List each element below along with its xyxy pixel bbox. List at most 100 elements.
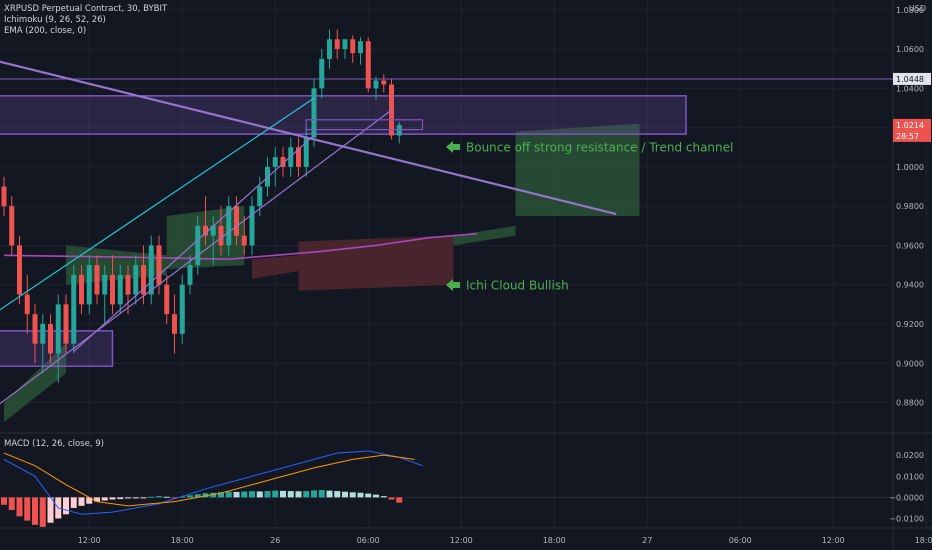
resistance-annotation-arrow [446, 141, 460, 153]
macd-bar [249, 491, 255, 498]
candle-body [94, 265, 100, 295]
candle-body [381, 80, 387, 85]
macd-bar [295, 491, 302, 498]
candle-body [110, 274, 115, 305]
macd-bar [39, 497, 46, 527]
signal-line [3, 452, 415, 507]
price-tick-label: 0.9600 [896, 241, 924, 250]
time-tick-label: 12:00 [78, 536, 101, 545]
macd-bar [334, 491, 341, 498]
indicator-legend: XRPUSD Perpetual Contract, 30, BYBIT Ich… [4, 4, 167, 37]
candle-body [133, 265, 139, 295]
channel-upper [0, 97, 315, 311]
macd-bar [32, 497, 38, 525]
macd-bar [194, 494, 201, 498]
price-tick-label: 0.9000 [896, 359, 924, 368]
macd-bar [187, 495, 193, 498]
ema-200 [3, 232, 477, 261]
macd-bar [47, 497, 54, 523]
candle-body [373, 80, 379, 89]
candle-body [71, 274, 77, 344]
zone-0 [0, 95, 687, 135]
time-tick-label: 18:00 [915, 536, 932, 545]
channel-lower [0, 109, 392, 405]
candle-body [24, 294, 30, 315]
candle-body [311, 88, 317, 138]
candle-body [234, 206, 239, 236]
symbol-title[interactable]: XRPUSD Perpetual Contract, 30, BYBIT [4, 4, 168, 14]
macd-bar [125, 497, 131, 499]
candle-body [319, 58, 325, 89]
cloud-segment-bull [453, 225, 516, 246]
macd-bar [373, 494, 379, 498]
candle-body [148, 245, 154, 295]
macd-bar [380, 496, 387, 498]
macd-bar [280, 490, 286, 498]
macd-bar [264, 491, 271, 498]
macd-line [3, 450, 423, 515]
price-tick-label: 1.0800 [896, 6, 924, 15]
macd-bar [241, 491, 248, 498]
candle-body [187, 265, 193, 285]
candle-body [358, 41, 363, 54]
macd-bar [318, 490, 325, 498]
time-tick-label: 26 [270, 536, 280, 545]
candle-body [218, 225, 224, 246]
macd-bar [326, 490, 333, 498]
resistance-annotation-text: Bounce off strong resistance / Trend cha… [466, 141, 733, 155]
macd-bar [256, 491, 263, 498]
candle-body [117, 274, 123, 305]
candle-body [280, 157, 286, 167]
macd-bar [163, 496, 170, 498]
cloud-segment-bear [298, 235, 454, 291]
cloud-annotation-text: Ichi Cloud Bullish [466, 279, 569, 293]
annotations: Bounce off strong resistance / Trend cha… [446, 141, 733, 293]
time-tick-label: 06:00 [357, 536, 380, 545]
candle-body [210, 225, 216, 236]
ema-line [3, 232, 477, 261]
macd-bar [117, 497, 124, 500]
macd-bar [70, 497, 77, 508]
cloud-annotation-arrow [446, 279, 460, 291]
candle-body [342, 39, 348, 50]
level-price-tag: 1.0448 [896, 75, 924, 84]
macd-bar [342, 491, 348, 498]
candle-body [296, 147, 301, 167]
price-box [305, 119, 424, 131]
candle-body [40, 324, 46, 344]
macd-bar [365, 493, 372, 498]
candle-body [79, 274, 84, 305]
macd-bar [311, 490, 317, 498]
macd-bar [140, 497, 147, 499]
macd-bar [16, 497, 23, 517]
candle-body [241, 235, 247, 246]
macd-bar [94, 497, 100, 502]
macd-bar [132, 497, 139, 499]
candle-body [9, 206, 15, 246]
ichimoku-legend[interactable]: Ichimoku (9, 26, 52, 26) [4, 15, 106, 25]
candle-body [1, 186, 7, 207]
macd-tick-label: −0.0000 [889, 493, 924, 502]
macd-bar [171, 497, 178, 499]
countdown-tag: 28:57 [896, 132, 919, 141]
macd-bar [179, 496, 186, 498]
candle-body [272, 157, 278, 167]
macd-tick-label: −0.0100 [889, 515, 924, 524]
currency-label: USD [909, 4, 926, 13]
macd-tick-label: 0.0200 [896, 451, 924, 460]
macd-bar [388, 497, 395, 500]
candle-body [86, 265, 92, 305]
current-price-tag-bg [893, 118, 931, 131]
time-tick-label: 12:00 [450, 536, 473, 545]
ema-legend[interactable]: EMA (200, close, 0) [4, 26, 87, 36]
price-tick-label: 0.8800 [896, 399, 924, 408]
macd-legend[interactable]: MACD (12, 26, close, 9) [4, 439, 104, 449]
candle-body [63, 304, 69, 344]
macd-bar [225, 491, 232, 498]
supply-zones [0, 78, 893, 367]
price-tick-label: 1.0600 [896, 45, 924, 54]
macd-pane [0, 450, 893, 527]
price-tick-label: 0.9200 [896, 320, 924, 329]
countdown-tag-bg [893, 129, 931, 142]
